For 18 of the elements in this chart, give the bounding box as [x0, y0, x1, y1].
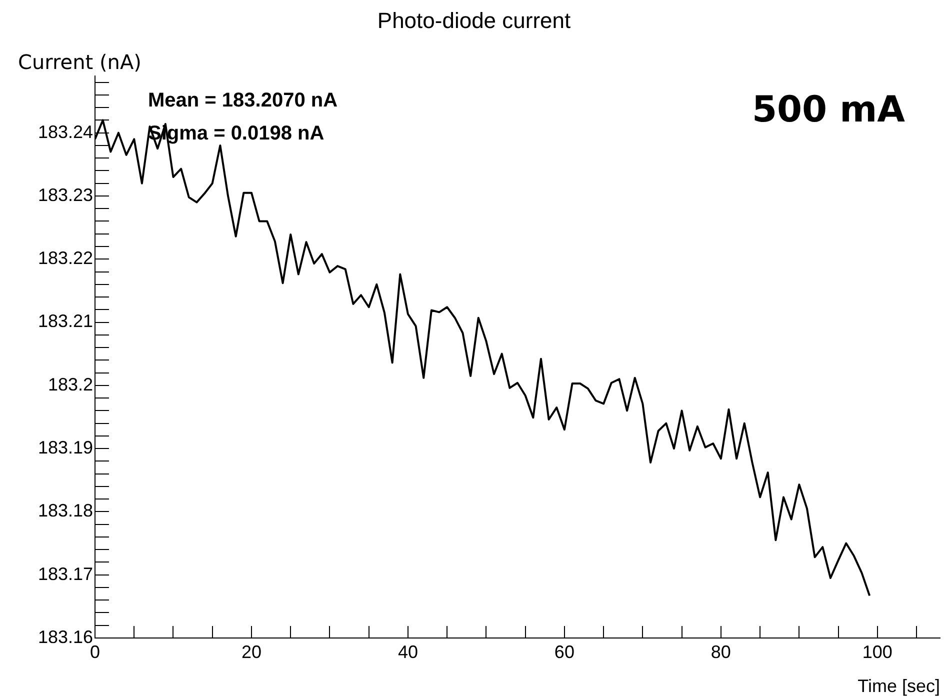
y-tick-label: 183.22	[38, 248, 93, 268]
annotation: 500 mA	[752, 89, 906, 130]
annotation: Mean = 183.2070 nA	[148, 90, 338, 112]
chart-title: Photo-diode current	[377, 8, 571, 34]
y-tick-label: 183.17	[38, 564, 93, 584]
y-tick-label: 183.21	[38, 311, 93, 332]
x-tick-label: 40	[398, 642, 418, 662]
x-tick-label: 60	[554, 642, 574, 662]
x-tick-label: 80	[710, 642, 731, 662]
x-tick-label: 100	[862, 642, 892, 662]
x-axis-title: Time [sec]	[858, 676, 940, 696]
y-tick-label: 183.2	[48, 374, 93, 394]
y-tick-label: 183.19	[38, 438, 93, 458]
y-tick-label: 183.24	[38, 122, 93, 142]
x-tick-label: 20	[241, 642, 262, 662]
y-tick-label: 183.23	[38, 184, 93, 205]
y-tick-label: 183.18	[38, 500, 93, 521]
y-axis-title: Current (nA)	[18, 50, 142, 74]
